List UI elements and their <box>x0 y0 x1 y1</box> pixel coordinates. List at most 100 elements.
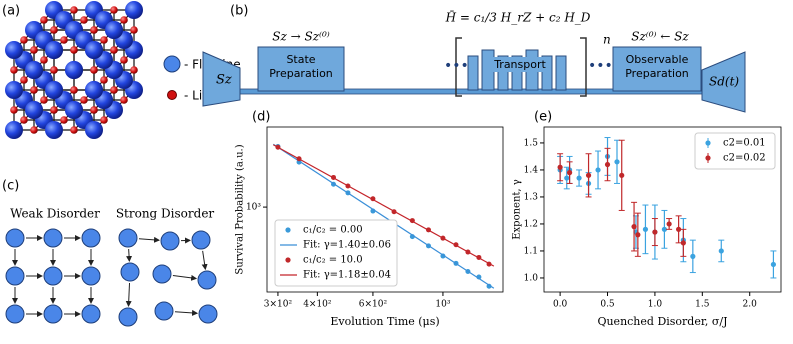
legend-label: c2=0.02 <box>723 153 766 164</box>
data-point <box>614 159 619 164</box>
data-point <box>771 262 776 267</box>
coupling <box>203 251 206 269</box>
hamiltonian: H̄ = c₁/3 H_rZ + c₂ H_D <box>445 9 591 24</box>
lithium-atom <box>70 126 78 134</box>
data-point <box>631 224 636 229</box>
legend-marker <box>285 227 290 232</box>
lithium-atom <box>60 36 68 44</box>
site <box>155 302 173 320</box>
legend-label: c₁/c₂ = 0.00 <box>303 225 363 236</box>
fluorine-atom <box>45 41 63 59</box>
x-tick-label: 1.5 <box>695 300 710 310</box>
coupling <box>173 275 196 278</box>
legend-fluorine-icon <box>164 56 180 72</box>
lithium-atom <box>110 46 118 54</box>
fluorine-atom <box>125 1 143 19</box>
fluorine-atom <box>25 61 43 79</box>
coupling <box>139 239 159 240</box>
lithium-atom <box>40 56 48 64</box>
lithium-atom <box>30 86 38 94</box>
state-prep-label: State <box>286 53 315 66</box>
data-point <box>586 173 591 178</box>
lithium-atom <box>30 126 38 134</box>
site <box>44 267 62 285</box>
coupling <box>129 249 130 261</box>
y-tick-label: 1.4 <box>524 165 539 175</box>
x-axis-title: Evolution Time (μs) <box>330 315 439 328</box>
lithium-atom <box>80 16 88 24</box>
lithium-atom <box>90 26 98 34</box>
site <box>82 305 100 323</box>
panel-label: (b) <box>230 4 248 19</box>
obs-prep-label: Preparation <box>625 67 689 80</box>
legend-label: c₁/c₂ = 10.0 <box>303 255 363 266</box>
site <box>6 267 24 285</box>
repeat-label: n <box>603 33 611 47</box>
lithium-atom <box>20 36 28 44</box>
data-point <box>643 227 648 232</box>
ellipsis: ••• <box>444 58 469 74</box>
pulse-sequence: (b) Sz State Preparation Sz → Sz⁽⁰⁾ H̄ =… <box>203 4 745 113</box>
site <box>121 263 139 281</box>
panel-label: (d) <box>252 110 270 125</box>
x-axis-title: Quenched Disorder, σ/J <box>597 315 727 328</box>
x-tick-label: 6×10² <box>359 300 388 310</box>
panel-label: (c) <box>2 179 19 194</box>
lithium-atom <box>110 6 118 14</box>
obs-map: Sz⁽⁰⁾ ← Sz <box>631 30 689 44</box>
lithium-atom <box>20 76 28 84</box>
strong-label: Strong Disorder <box>116 207 215 221</box>
fluorine-atom <box>105 21 123 39</box>
fluorine-atom <box>85 121 103 139</box>
output-label: Sd(t) <box>709 75 739 89</box>
weak-label: Weak Disorder <box>10 207 100 221</box>
coupling <box>175 312 197 314</box>
lithium-atom <box>40 96 48 104</box>
prep-map: Sz → Sz⁽⁰⁾ <box>272 30 330 44</box>
fluorine-atom <box>5 121 23 139</box>
fluorine-atom <box>45 81 63 99</box>
site <box>119 229 137 247</box>
y-tick-label: 1.1 <box>524 246 538 256</box>
lithium-atom <box>20 116 28 124</box>
lithium-atom <box>60 116 68 124</box>
lithium-atom <box>10 106 18 114</box>
lithium-atom <box>90 106 98 114</box>
x-tick-label: 4×10² <box>303 300 332 310</box>
y-axis-title: Survival Probability (a.u.) <box>235 144 246 274</box>
site <box>82 229 100 247</box>
site <box>161 232 179 250</box>
legend-label: Fit: γ=1.40±0.06 <box>303 240 391 251</box>
lithium-atom <box>130 66 138 74</box>
legend-lithium-icon <box>168 91 177 100</box>
disorder-lattices <box>6 229 217 326</box>
y-tick-label: 10³ <box>246 203 261 213</box>
y-tick-label: 1.2 <box>524 219 538 229</box>
lithium-atom <box>30 46 38 54</box>
legend-marker <box>705 140 710 145</box>
fluorine-atom <box>85 81 103 99</box>
site <box>6 229 24 247</box>
lithium-atom <box>100 36 108 44</box>
coupling <box>128 283 129 306</box>
site <box>44 305 62 323</box>
legend-marker <box>705 155 710 160</box>
data-point <box>558 165 563 170</box>
legend-label: Fit: γ=1.18±0.04 <box>303 270 391 281</box>
data-point <box>667 221 672 226</box>
lithium-atom <box>40 16 48 24</box>
data-point <box>576 175 581 180</box>
y-tick-label: 1.0 <box>524 273 539 283</box>
lithium-atom <box>110 86 118 94</box>
ellipsis: ••• <box>588 58 613 74</box>
obs-prep-label: Observable <box>626 53 689 66</box>
panel-label: (e) <box>534 110 552 125</box>
data-point <box>564 175 569 180</box>
site <box>199 305 217 323</box>
lithium-atom <box>70 46 78 54</box>
x-tick-label: 0.5 <box>600 300 615 310</box>
fluorine-atom <box>85 41 103 59</box>
panel-label: (a) <box>2 4 20 19</box>
x-tick-label: 0.0 <box>553 300 568 310</box>
